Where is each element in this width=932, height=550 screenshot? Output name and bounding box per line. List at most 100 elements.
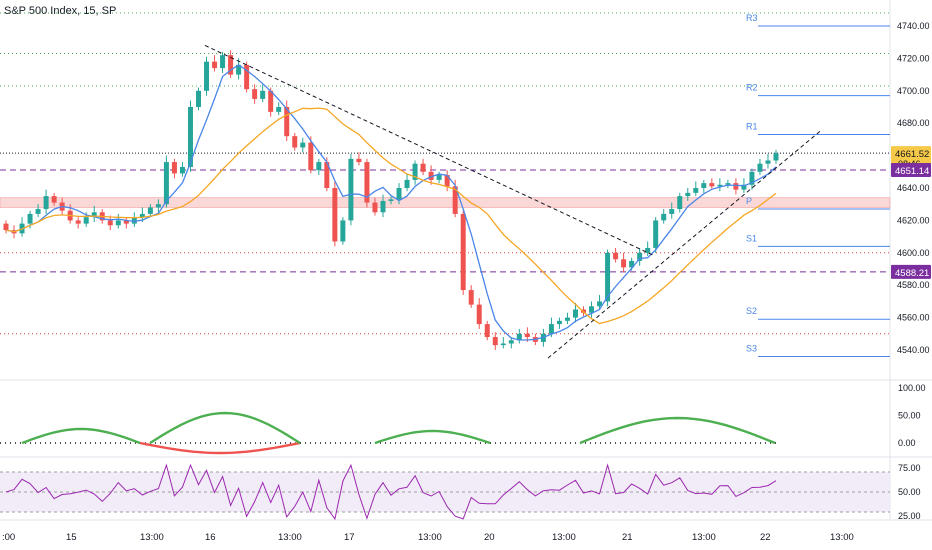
candle-body — [268, 90, 274, 112]
candle-body — [115, 220, 121, 226]
pivot-label: R3 — [746, 13, 758, 23]
candle-body — [637, 252, 643, 261]
candle-body — [123, 220, 129, 224]
price-tick-label: 4740.00 — [897, 21, 930, 31]
oscillator-tick-label: 100.00 — [898, 383, 926, 393]
time-tick-label: 21 — [622, 532, 633, 543]
candle-body — [404, 179, 410, 188]
price-tick-label: 4700.00 — [897, 86, 930, 96]
candle-body — [43, 196, 49, 210]
price-label-box — [891, 264, 931, 279]
oscillator-line — [149, 411, 301, 445]
candle-body — [163, 162, 169, 205]
candle-body — [3, 223, 9, 231]
time-tick-label: 15 — [66, 532, 77, 543]
candle-body — [717, 184, 723, 187]
time-tick-label: 20 — [484, 532, 495, 543]
candle-body — [500, 343, 506, 346]
candle-body — [187, 107, 193, 167]
rsi-tick-label: 75.00 — [898, 463, 921, 473]
candle-body — [380, 200, 386, 213]
candle-body — [677, 196, 683, 210]
time-tick-label: :00 — [2, 532, 15, 543]
candle-body — [685, 192, 691, 197]
candle-body — [428, 171, 434, 180]
candle-body — [204, 61, 210, 91]
price-label-text: 4661.52 — [895, 149, 929, 160]
price-label-box — [891, 162, 931, 177]
candle-body — [629, 260, 635, 268]
candle-body — [332, 188, 338, 242]
time-tick-label: 16 — [205, 532, 216, 543]
candle-body — [212, 61, 218, 69]
time-tick-label: 13:00 — [830, 532, 854, 543]
price-tick-label: 4720.00 — [897, 53, 930, 63]
oscillator-tick-label: 0.00 — [898, 438, 916, 448]
candle-body — [589, 306, 595, 313]
candle-body — [196, 90, 201, 107]
candle-body — [733, 183, 739, 190]
candle-body — [556, 320, 562, 325]
candle-body — [51, 196, 57, 203]
candle-body — [260, 90, 266, 99]
price-tick-label: 4560.00 — [897, 313, 930, 323]
time-tick-label: 13:00 — [140, 532, 164, 543]
candle-body — [484, 324, 490, 338]
candle-body — [765, 160, 771, 164]
price-tick-label: 4680.00 — [897, 118, 930, 128]
candle-body — [605, 252, 611, 302]
support-resistance-zone — [0, 197, 891, 208]
oscillator-line — [374, 429, 491, 445]
pivot-label: S1 — [746, 233, 757, 243]
candle-body — [292, 136, 298, 148]
pivot-label: S2 — [746, 306, 757, 316]
candle-body — [284, 107, 290, 137]
candle-body — [83, 217, 89, 224]
candle-body — [773, 153, 779, 161]
candle-body — [621, 259, 627, 268]
candle-body — [460, 213, 466, 291]
candle-body — [364, 162, 370, 203]
candle-body — [701, 183, 707, 188]
candle-body — [35, 209, 41, 214]
rsi-tick-label: 50.00 — [898, 487, 921, 497]
oscillator-line — [139, 441, 301, 455]
candle-body — [107, 220, 113, 226]
candle-body — [548, 324, 554, 334]
candle-body — [131, 217, 137, 224]
candle-body — [340, 220, 346, 242]
candle-body — [436, 175, 442, 180]
oscillator-line — [579, 416, 776, 445]
candle-body — [741, 184, 747, 190]
candle-body — [564, 317, 570, 321]
candle-body — [709, 183, 715, 187]
candle-body — [236, 64, 242, 75]
pivot-label: R2 — [746, 83, 758, 93]
candle-body — [492, 337, 498, 346]
rsi-line — [5, 463, 777, 521]
candle-body — [348, 158, 354, 221]
candle-body — [508, 340, 514, 344]
time-tick-label: 13:00 — [552, 532, 576, 543]
rsi-tick-label: 25.00 — [898, 511, 921, 521]
candle-body — [452, 186, 458, 214]
candle-body — [645, 247, 651, 253]
candle-body — [572, 309, 578, 318]
candle-body — [244, 64, 250, 90]
candle-body — [749, 171, 755, 185]
candle-body — [179, 166, 185, 174]
trendline-up — [547, 130, 821, 359]
pivot-label: R1 — [746, 122, 758, 132]
candle-body — [316, 162, 322, 171]
candle-body — [276, 107, 282, 112]
time-tick-label: 22 — [760, 532, 771, 543]
candle-body — [669, 209, 675, 214]
candle-body — [324, 162, 330, 188]
price-label-text: 4651.14 — [895, 166, 929, 177]
candle-body — [75, 220, 81, 224]
candle-body — [356, 158, 362, 163]
chart-title: S&P 500 Index, 15, SP — [4, 5, 117, 17]
time-tick-label: 13:00 — [418, 532, 442, 543]
price-label-text: 4588.21 — [895, 268, 929, 279]
